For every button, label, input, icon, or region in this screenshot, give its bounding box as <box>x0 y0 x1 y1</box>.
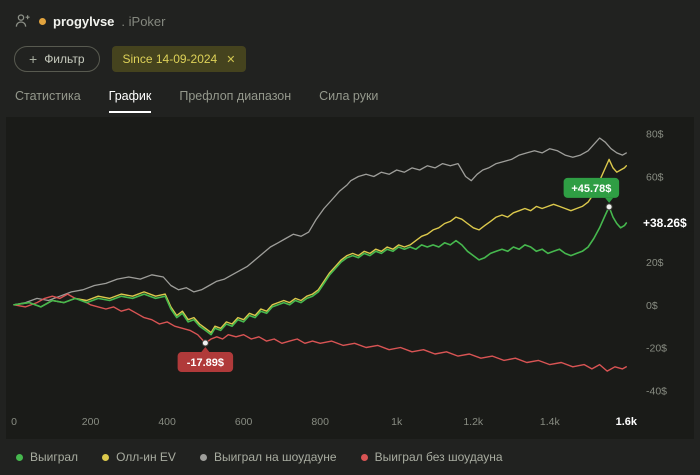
won-no-showdown-series-dot <box>360 453 368 461</box>
won-series-dot <box>16 453 23 461</box>
filter-row: + Фильтр Since 14-09-2024 ✕ <box>0 38 700 80</box>
topbar: progylvse . iPoker <box>0 0 700 38</box>
svg-text:1k: 1k <box>391 416 403 428</box>
svg-text:400: 400 <box>158 416 176 428</box>
winnings-chart-panel: 80$60$40$20$0$-20$-40$02004006008001k1.2… <box>6 117 694 439</box>
legend-label: Выиграл без шоудауна <box>374 450 503 464</box>
tab-bar: Статистика График Префлоп диапазон Сила … <box>0 80 700 113</box>
room-name: . iPoker <box>121 13 166 29</box>
svg-text:-20$: -20$ <box>646 343 667 355</box>
svg-text:+45.78$: +45.78$ <box>571 183 611 195</box>
add-player-icon[interactable] <box>14 12 32 30</box>
won-showdown-series-dot <box>199 453 207 461</box>
svg-text:-17.89$: -17.89$ <box>187 357 224 369</box>
tab-graph[interactable]: График <box>108 89 152 113</box>
legend-label: Выиграл <box>30 450 79 464</box>
plus-icon: + <box>29 51 38 67</box>
allin-ev-series-dot <box>102 453 110 461</box>
tab-statistics[interactable]: Статистика <box>15 89 81 103</box>
add-filter-button[interactable]: + Фильтр <box>14 46 100 72</box>
svg-text:1.4k: 1.4k <box>540 416 561 428</box>
room-status-dot <box>39 17 46 25</box>
svg-text:60$: 60$ <box>646 171 664 183</box>
legend-item-won-no-showdown[interactable]: Выиграл без шоудауна <box>360 450 503 464</box>
svg-text:-40$: -40$ <box>646 385 667 397</box>
close-icon[interactable]: ✕ <box>226 53 236 66</box>
tab-preflop-range[interactable]: Префлоп диапазон <box>179 89 292 103</box>
chart-legend: Выиграл Олл-ин EV Выиграл на шоудауне Вы… <box>0 439 700 475</box>
svg-text:800: 800 <box>311 416 329 428</box>
filter-button-label: Фильтр <box>44 52 85 66</box>
legend-item-won[interactable]: Выиграл <box>16 450 78 464</box>
svg-text:0$: 0$ <box>646 300 658 312</box>
svg-text:1.6k: 1.6k <box>616 416 638 428</box>
tab-hand-strength[interactable]: Сила руки <box>319 89 379 103</box>
legend-item-allin-ev[interactable]: Олл-ин EV <box>102 450 176 464</box>
legend-label: Олл-ин EV <box>116 450 176 464</box>
date-filter-label: Since 14-09-2024 <box>122 52 218 66</box>
svg-text:+38.26$: +38.26$ <box>643 216 687 230</box>
legend-item-won-showdown[interactable]: Выиграл на шоудауне <box>199 450 337 464</box>
svg-text:600: 600 <box>235 416 253 428</box>
svg-text:1.2k: 1.2k <box>463 416 484 428</box>
winnings-line-chart[interactable]: 80$60$40$20$0$-20$-40$02004006008001k1.2… <box>6 117 694 439</box>
legend-label: Выиграл на шоудауне <box>213 450 337 464</box>
date-filter-tag[interactable]: Since 14-09-2024 ✕ <box>111 46 247 72</box>
svg-text:20$: 20$ <box>646 257 664 269</box>
svg-text:80$: 80$ <box>646 129 664 141</box>
svg-text:200: 200 <box>82 416 100 428</box>
player-name[interactable]: progylvse <box>53 13 115 29</box>
svg-text:0: 0 <box>11 416 17 428</box>
